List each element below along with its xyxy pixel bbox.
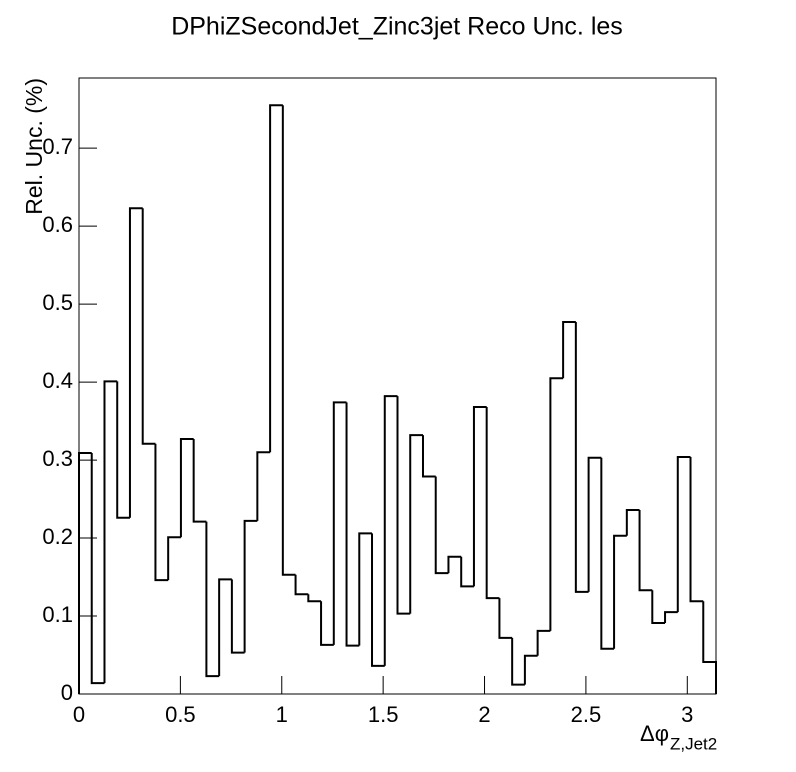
histogram-bin: [281, 105, 296, 576]
histogram-bin: [116, 381, 130, 519]
histogram-bin: [664, 611, 678, 624]
x-tick-label: 3: [681, 702, 693, 727]
histogram-bin: [587, 456, 602, 592]
histogram-bin: [371, 533, 385, 667]
y-axis-label: Rel. Unc. (%): [21, 78, 47, 215]
y-tick-label: 0.2: [42, 524, 73, 549]
histogram-bin: [332, 401, 347, 645]
x-axis-label-subscript: Z,Jet2: [670, 734, 717, 753]
histogram-bin: [689, 456, 704, 603]
histogram-bin: [460, 556, 474, 588]
histogram-bin: [511, 637, 525, 686]
histogram-bin: [243, 519, 258, 653]
x-tick-label: 2: [478, 702, 490, 727]
histogram-bin: [434, 476, 449, 575]
histogram-bin: [230, 579, 245, 654]
x-tick-label: 1: [276, 702, 288, 727]
histogram-bin: [447, 555, 462, 574]
histogram-bin: [307, 594, 322, 603]
histogram-bin: [498, 598, 513, 639]
histogram-bin: [396, 396, 411, 615]
histogram-bin: [78, 452, 92, 694]
histogram-bin: [128, 207, 143, 518]
y-tick-label: 0.7: [42, 134, 73, 159]
histogram-bin: [676, 455, 691, 613]
histogram-bin: [549, 377, 564, 631]
y-tick-label: 0: [61, 680, 73, 705]
histogram-bin: [345, 402, 360, 647]
x-tick-label: 0: [73, 702, 85, 727]
histogram-bin: [218, 578, 232, 677]
histogram-bin: [523, 654, 538, 685]
histogram-bin: [702, 601, 717, 694]
histogram-bin: [651, 590, 666, 625]
x-tick-label: 2.5: [571, 702, 602, 727]
y-tick-label: 0.4: [42, 368, 73, 393]
histogram-bin: [613, 534, 627, 649]
histogram-bin: [574, 322, 589, 593]
histogram-bin: [167, 536, 181, 581]
histogram-bin: [294, 574, 309, 596]
histogram-bin: [562, 321, 576, 379]
histogram-bin: [485, 407, 500, 600]
histogram-bin: [269, 104, 283, 453]
histogram-bin: [409, 434, 423, 614]
x-tick-label: 0.5: [165, 702, 196, 727]
chart-title: DPhiZSecondJet_Zinc3jet Reco Unc. les: [171, 13, 623, 41]
plot-frame: [78, 77, 717, 695]
histogram-bin: [103, 380, 118, 684]
histogram-bin: [625, 508, 640, 536]
histogram-bin: [320, 601, 334, 646]
histogram-bin: [421, 435, 436, 478]
histogram-bin: [154, 443, 169, 582]
y-tick-label: 0.6: [42, 212, 73, 237]
x-axis-label: Δφ: [640, 721, 669, 746]
histogram-bin: [192, 439, 207, 523]
histogram-bin: [90, 453, 105, 685]
histogram-bin: [638, 509, 653, 592]
y-tick-label: 0.3: [42, 446, 73, 471]
histogram-bin: [600, 457, 615, 650]
y-tick-label: 0.1: [42, 602, 73, 627]
histogram-bin: [256, 451, 271, 521]
histogram-bin: [536, 629, 551, 656]
histogram-bin: [179, 438, 194, 538]
histogram-bin: [472, 406, 487, 587]
histogram-bin: [358, 532, 373, 646]
histogram-bin: [383, 395, 398, 666]
histogram-bin: [205, 521, 220, 678]
x-tick-label: 1.5: [368, 702, 399, 727]
y-tick-label: 0.5: [42, 290, 73, 315]
histogram-bin: [141, 208, 156, 445]
